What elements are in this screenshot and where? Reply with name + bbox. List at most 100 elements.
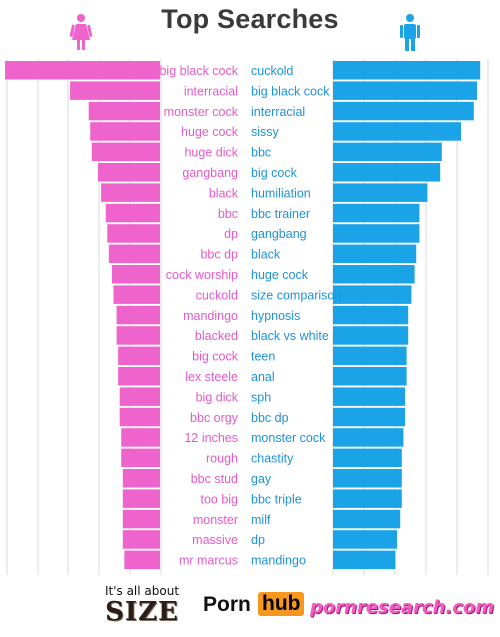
male-bar-14 xyxy=(333,326,409,345)
female-bar-10 xyxy=(108,244,160,264)
female-bar-9 xyxy=(107,224,160,243)
pornhub-logo-badge: hub xyxy=(258,592,305,616)
female-icon-dress xyxy=(72,24,90,40)
female-bar-4 xyxy=(90,122,160,141)
male-label-8: bbc trainer xyxy=(251,207,310,221)
female-label-19: 12 inches xyxy=(184,431,238,445)
size-tagline: It's all about SIZE xyxy=(100,585,184,627)
female-label-1: big black cock xyxy=(159,64,238,78)
male-bar-1 xyxy=(333,61,481,80)
male-bar-19 xyxy=(333,428,404,447)
male-label-4: sissy xyxy=(251,125,280,139)
female-label-6: gangbang xyxy=(182,166,238,180)
male-bar-11 xyxy=(333,265,415,284)
tagline-size: SIZE xyxy=(105,597,179,627)
pornresearch-logo: pornresearch.com xyxy=(310,597,495,618)
female-label-7: black xyxy=(209,186,239,200)
female-label-15: big cock xyxy=(192,350,239,364)
male-label-18: bbc dp xyxy=(251,411,289,425)
female-bar-17 xyxy=(119,387,160,406)
male-label-13: hypnosis xyxy=(251,309,300,323)
female-bar-5 xyxy=(91,142,160,162)
female-label-23: monster xyxy=(193,513,238,527)
male-icon-arm-right xyxy=(417,25,420,38)
female-label-2: interracial xyxy=(184,84,238,98)
male-bar-17 xyxy=(333,387,405,406)
female-bar-6 xyxy=(98,163,160,182)
female-label-16: lex steele xyxy=(185,370,238,384)
female-label-17: big dick xyxy=(196,390,239,404)
male-icon-leg-right xyxy=(411,38,415,51)
male-bar-7 xyxy=(333,183,428,202)
male-icon-head xyxy=(406,14,414,22)
female-bar-21 xyxy=(122,469,160,488)
female-bar-2 xyxy=(70,81,160,100)
male-bar-2 xyxy=(333,81,477,100)
male-label-6: big cock xyxy=(251,166,298,180)
male-label-23: milf xyxy=(251,513,271,527)
male-icon-leg-left xyxy=(405,38,409,51)
male-bar-20 xyxy=(333,448,402,468)
male-label-12: size comparison xyxy=(251,288,341,302)
male-bar-9 xyxy=(333,224,420,243)
male-icon-torso xyxy=(404,24,416,39)
male-label-3: interracial xyxy=(251,105,305,119)
male-bar-16 xyxy=(333,367,407,386)
male-bar-6 xyxy=(333,163,441,182)
male-bar-3 xyxy=(333,101,474,121)
male-bar-10 xyxy=(333,244,417,264)
female-label-11: cock worship xyxy=(166,268,238,282)
male-label-5: bbc xyxy=(251,146,271,160)
female-label-9: dp xyxy=(224,227,238,241)
male-bar-4 xyxy=(333,122,461,141)
male-label-2: big black cock xyxy=(251,84,330,98)
female-bar-20 xyxy=(121,448,160,468)
female-label-10: bbc dp xyxy=(200,248,238,262)
male-bar-15 xyxy=(333,346,407,366)
female-bar-19 xyxy=(121,428,160,447)
female-bar-22 xyxy=(122,489,160,508)
male-bar-12 xyxy=(333,285,412,304)
male-label-17: sph xyxy=(251,390,271,404)
male-icon-arm-left xyxy=(400,25,403,38)
female-label-20: rough xyxy=(206,452,238,466)
female-label-25: mr marcus xyxy=(179,554,238,568)
female-label-24: massive xyxy=(192,533,238,547)
female-bar-18 xyxy=(119,407,160,427)
female-label-21: bbc stud xyxy=(191,472,238,486)
female-person-icon xyxy=(69,14,93,50)
female-bar-15 xyxy=(118,346,160,366)
male-label-7: humiliation xyxy=(251,186,311,200)
female-bar-3 xyxy=(88,101,160,121)
female-label-12: cuckold xyxy=(196,288,238,302)
male-bar-22 xyxy=(333,489,402,508)
male-bar-21 xyxy=(333,469,402,488)
female-label-8: bbc xyxy=(218,207,238,221)
female-label-18: bbc orgy xyxy=(190,411,239,425)
male-label-21: gay xyxy=(251,472,272,486)
female-bar-16 xyxy=(118,367,160,386)
female-bar-14 xyxy=(116,326,160,345)
male-label-11: huge cock xyxy=(251,268,309,282)
male-label-15: teen xyxy=(251,350,275,364)
female-icon-leg-left xyxy=(77,40,80,50)
female-bar-8 xyxy=(105,203,160,223)
male-bar-8 xyxy=(333,203,420,223)
female-bar-25 xyxy=(124,550,160,570)
male-label-20: chastity xyxy=(251,452,294,466)
male-bar-18 xyxy=(333,407,405,427)
male-label-22: bbc triple xyxy=(251,492,302,506)
male-bar-5 xyxy=(333,142,442,162)
chart-title: Top Searches xyxy=(161,4,339,34)
male-person-icon xyxy=(400,14,420,51)
female-label-5: huge dick xyxy=(184,146,238,160)
male-bar-25 xyxy=(333,550,396,570)
female-label-22: too big xyxy=(200,492,238,506)
male-label-9: gangbang xyxy=(251,227,307,241)
female-bar-23 xyxy=(122,509,160,529)
female-label-3: monster cock xyxy=(164,105,239,119)
male-label-10: black xyxy=(251,248,281,262)
female-bar-1 xyxy=(5,61,160,80)
male-bar-23 xyxy=(333,509,401,529)
